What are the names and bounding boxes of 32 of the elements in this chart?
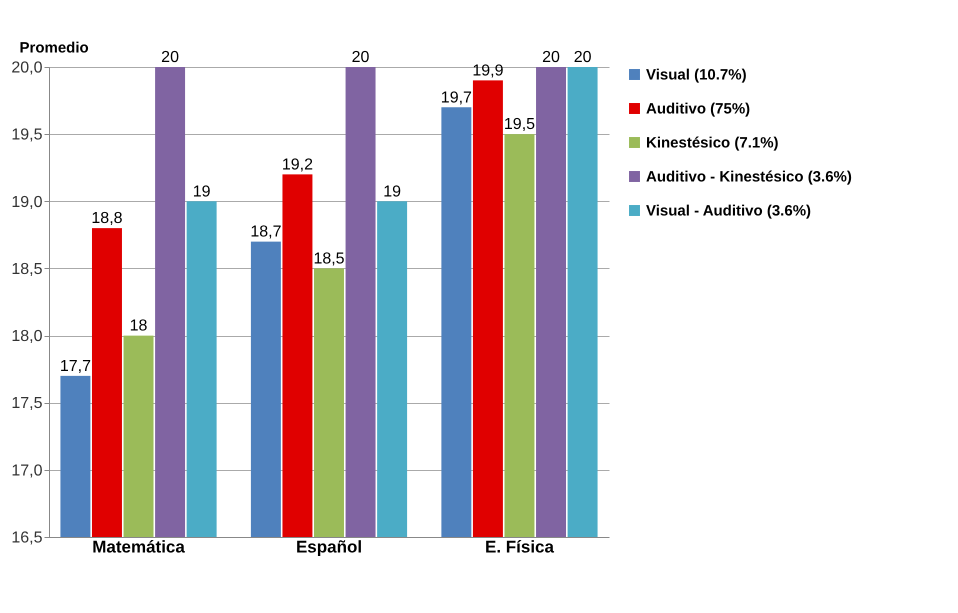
y-tick-label: 19,0 [11,194,43,211]
x-tick-label: Español [296,538,362,556]
data-label: 17,7 [60,358,92,375]
data-label: 19,2 [282,156,314,174]
y-axis-title: Promedio [20,40,89,56]
data-label: 20 [574,49,592,66]
y-tick-label: 20,0 [11,60,43,76]
data-label: 20 [161,49,180,66]
y-tick-label: 19,5 [11,126,43,144]
data-label: 19,9 [472,62,504,80]
y-tick-label: 16,5 [11,530,43,546]
y-tick-label: 17,0 [11,462,43,480]
legend-label: Kinestésico (7.1%) [646,134,779,152]
legend-label: Visual - Auditivo (3.6%) [646,202,812,220]
y-tick-label: 18,5 [11,260,43,278]
data-label: 18 [130,318,148,335]
data-label: 19 [192,183,211,200]
x-tick-label: Matemática [92,538,186,556]
data-label: 19,7 [440,89,472,106]
legend-label: Auditivo - Kinestésico (3.6%) [646,168,852,186]
y-tick-label: 17,5 [11,395,43,412]
data-label: 19,5 [504,116,536,134]
data-label: 19 [383,183,402,200]
data-label: 20 [352,49,370,66]
data-label: 18,8 [91,210,123,228]
legend-label: Auditivo (75%) [646,100,750,118]
data-label: 18,5 [313,250,345,268]
y-tick-label: 18,0 [11,328,43,346]
legend-label: Visual (10.7%) [646,66,747,84]
data-label: 18,7 [250,224,282,241]
data-label: 20 [542,49,560,66]
x-tick-label: E. Física [484,538,555,556]
